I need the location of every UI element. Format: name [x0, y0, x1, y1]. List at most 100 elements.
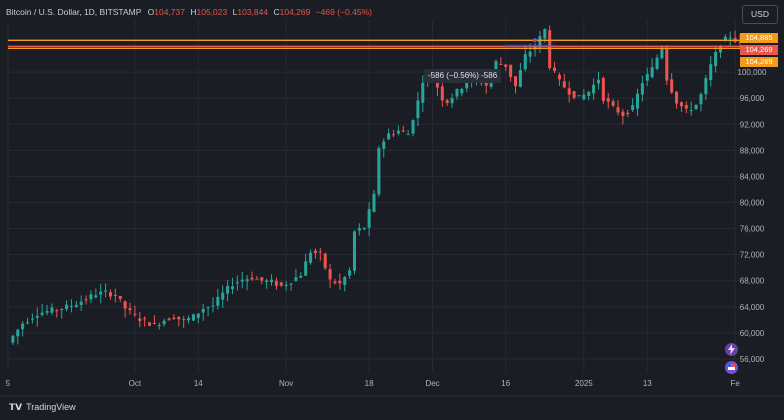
candle-up: [714, 52, 718, 67]
candle-down: [616, 107, 620, 113]
price-tag-close: 104,269: [740, 45, 778, 55]
candle-down: [626, 112, 630, 115]
x-tick-label: Fe: [730, 379, 740, 388]
y-tick-label: 64,000: [740, 303, 765, 312]
candle-down: [670, 79, 674, 93]
candle-down: [84, 299, 88, 301]
candle-down: [665, 47, 669, 81]
candle-down: [514, 76, 518, 87]
candle-up: [636, 93, 640, 109]
x-tick-label: Nov: [279, 379, 293, 388]
currency-button[interactable]: USD: [742, 5, 778, 24]
candle-up: [65, 304, 69, 310]
y-tick-label: 96,000: [740, 94, 765, 103]
candle-up: [538, 36, 542, 48]
lightning-icon[interactable]: [725, 343, 738, 356]
candle-down: [445, 100, 449, 103]
candle-up: [216, 296, 220, 306]
candle-down: [113, 294, 117, 296]
candle-up: [11, 335, 15, 343]
candle-up: [518, 69, 522, 87]
high-value: 105,023: [196, 7, 228, 17]
candle-up: [45, 311, 49, 313]
candle-down: [553, 67, 557, 71]
y-tick-label: 60,000: [740, 329, 765, 338]
candle-down: [323, 253, 327, 269]
candle-up: [709, 64, 713, 81]
candle-up: [523, 54, 527, 70]
y-tick-label: 100,000: [738, 68, 767, 77]
candle-up: [235, 282, 239, 284]
low-value: 103,844: [237, 7, 269, 17]
candle-up: [343, 276, 347, 285]
price-tag-line: 104,269: [740, 57, 778, 67]
candle-down: [333, 281, 337, 284]
candle-down: [172, 317, 176, 320]
candle-down: [679, 102, 683, 107]
measure-marker: [533, 38, 538, 43]
candle-up: [60, 308, 64, 311]
candle-up: [157, 325, 161, 327]
candle-up: [89, 294, 93, 300]
y-tick-label: 88,000: [740, 146, 765, 155]
candle-up: [304, 261, 308, 276]
candle-up: [50, 307, 54, 313]
candle-down: [148, 322, 152, 326]
candle-down: [177, 316, 181, 320]
brand-label: TradingView: [26, 402, 76, 412]
candle-up: [655, 57, 659, 70]
candle-up: [294, 277, 298, 281]
candle-up: [406, 134, 410, 136]
open-label: O: [147, 7, 155, 17]
candle-down: [504, 64, 508, 67]
candle-down: [279, 282, 283, 286]
candle-up: [26, 322, 30, 324]
tradingview-logo[interactable]: 𝗧𝗩 TradingView: [9, 402, 76, 413]
y-tick-label: 92,000: [740, 120, 765, 129]
candle-up: [367, 209, 371, 228]
candle-up: [35, 315, 39, 318]
candle-down: [675, 91, 679, 104]
markers: [505, 38, 555, 48]
candle-up: [582, 94, 586, 100]
candle-up: [372, 193, 376, 212]
candle-up: [645, 73, 649, 81]
price-lines: [8, 39, 740, 50]
candle-down: [548, 30, 552, 69]
candles: [11, 25, 742, 345]
x-tick-label: 2025: [575, 379, 593, 388]
candle-up: [16, 329, 20, 337]
change-value: −469 (−0.45%): [315, 7, 372, 17]
low-label: L: [232, 7, 238, 17]
candle-down: [509, 64, 513, 78]
candle-down: [133, 313, 137, 315]
candle-up: [704, 78, 708, 95]
candle-down: [123, 301, 127, 309]
candle-up: [240, 279, 244, 282]
candle-down: [484, 81, 488, 86]
candle-up: [650, 67, 654, 78]
candle-up: [79, 301, 83, 306]
flag-icon[interactable]: [725, 361, 738, 374]
x-tick-label: 18: [365, 379, 374, 388]
candle-up: [694, 104, 698, 109]
candle-up: [421, 82, 425, 103]
candle-up: [21, 323, 25, 330]
candle-down: [250, 277, 254, 280]
candle-up: [728, 37, 732, 39]
candle-down: [152, 322, 156, 324]
candle-down: [260, 277, 264, 281]
candle-down: [318, 251, 322, 253]
candle-up: [191, 314, 195, 321]
symbol-title: Bitcoin / U.S. Dollar, 1D, BITSTAMP: [6, 7, 142, 17]
y-tick-label: 72,000: [740, 251, 765, 260]
candle-up: [74, 304, 78, 307]
candle-down: [621, 111, 625, 116]
candle-up: [299, 275, 303, 278]
candle-up: [460, 88, 464, 94]
close-value: 104,269: [279, 7, 311, 17]
candle-up: [40, 312, 44, 315]
y-tick-label: 80,000: [740, 199, 765, 208]
candle-up: [577, 95, 581, 97]
